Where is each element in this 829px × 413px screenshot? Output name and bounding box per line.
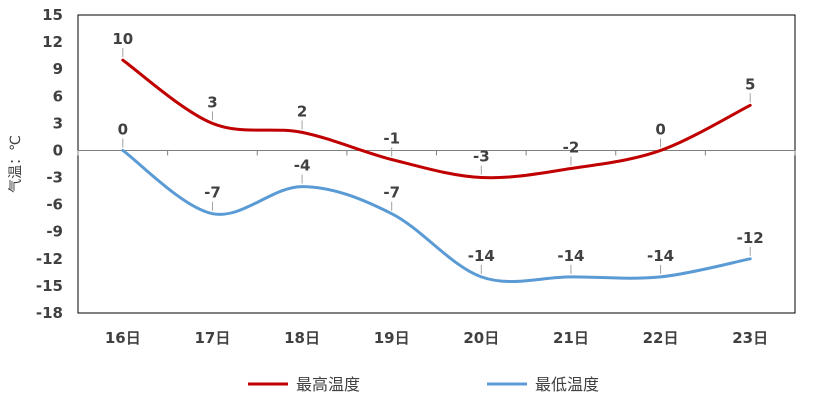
y-axis-title: 气温：℃ [8,135,24,193]
data-label: 2 [297,102,307,120]
y-tick-label: 0 [53,141,63,159]
y-tick-label: 9 [53,60,63,78]
legend-label: 最低温度 [535,375,599,394]
x-tick-label: 21日 [553,329,589,347]
y-tick-label: 6 [53,87,63,105]
y-tick-label: -6 [46,196,63,214]
y-tick-label: 3 [53,114,63,132]
legend: 最高温度 最低温度 [248,375,599,394]
data-label: -14 [647,247,674,265]
y-axis-ticks: 15 12 9 6 3 0 -3 -6 -9 -12 -15 -18 [36,6,63,322]
y-tick-label: 12 [42,33,63,51]
y-tick-label: -12 [36,250,63,268]
data-label: 0 [118,120,128,138]
data-label: 5 [745,75,755,93]
data-label: -12 [737,229,764,247]
legend-label: 最高温度 [296,375,360,394]
data-label: 10 [112,30,133,48]
y-tick-label: -18 [36,304,63,322]
data-label: -1 [383,129,400,147]
data-label: -2 [563,139,580,157]
data-label: -7 [204,184,221,202]
x-axis-ticks: 16日 17日 18日 19日 20日 21日 22日 23日 [105,329,768,347]
data-label: -14 [557,247,584,265]
series-line-low [121,148,752,284]
x-tick-label: 19日 [374,329,410,347]
x-tick-label: 20日 [463,329,499,347]
y-tick-label: -15 [36,277,63,295]
data-label: -4 [294,157,311,175]
x-tick-label: 23日 [732,329,768,347]
x-tick-label: 22日 [643,329,679,347]
data-label: 0 [655,120,665,138]
x-tick-label: 18日 [284,329,320,347]
series-line-high [121,58,752,180]
data-label: -7 [383,184,400,202]
data-label: -3 [473,148,490,166]
zero-axis [77,149,796,156]
x-tick-label: 16日 [105,329,141,347]
y-tick-label: -3 [46,169,63,187]
plot-area [77,14,796,314]
series-lines [121,58,752,284]
data-label: -14 [468,247,495,265]
data-label: 3 [207,93,217,111]
y-tick-label: -9 [46,223,63,241]
x-tick-label: 17日 [195,329,231,347]
y-tick-label: 15 [42,6,63,24]
data-labels: 10 3 2 -1 -3 -2 0 5 0 -7 -4 -7 -14 -14 -14 -12 [112,30,764,274]
